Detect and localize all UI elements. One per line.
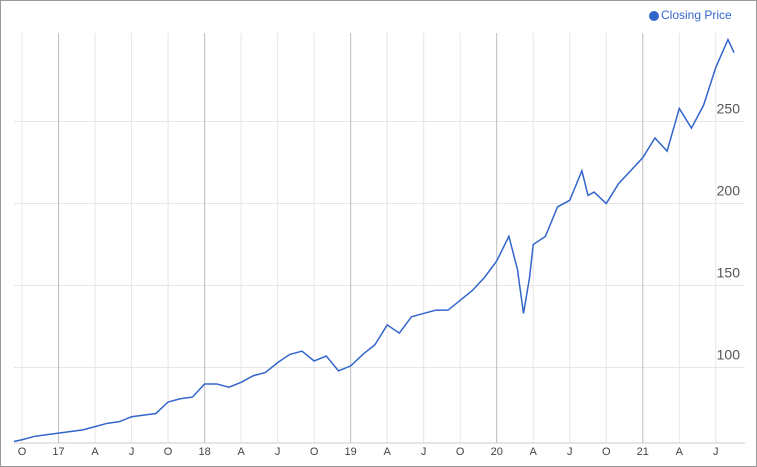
x-tick-label: O	[602, 446, 611, 458]
x-tick-label: J	[421, 446, 427, 458]
legend-label: Closing Price	[661, 8, 732, 22]
x-tick-label: A	[237, 446, 245, 458]
x-tick-label: 17	[52, 446, 64, 458]
legend-marker	[649, 11, 659, 21]
x-tick-label: O	[18, 446, 27, 458]
x-tick-label: A	[91, 446, 99, 458]
y-tick-label: 100	[717, 346, 741, 362]
x-tick-label: J	[713, 446, 719, 458]
y-tick-label: 250	[717, 100, 741, 116]
x-tick-label: O	[456, 446, 465, 458]
x-tick-label: O	[310, 446, 319, 458]
x-tick-label: O	[164, 446, 173, 458]
x-tick-label: A	[530, 446, 538, 458]
x-tick-label: 18	[198, 446, 210, 458]
x-tick-label: J	[129, 446, 135, 458]
y-tick-label: 150	[717, 264, 741, 280]
price-line	[13, 37, 735, 443]
x-tick-label: J	[567, 446, 573, 458]
y-tick-label: 200	[717, 182, 741, 198]
x-tick-label: J	[275, 446, 281, 458]
x-tick-label: A	[676, 446, 684, 458]
x-tick-label: A	[383, 446, 391, 458]
x-tick-label: 19	[345, 446, 357, 458]
x-tick-label: 20	[491, 446, 503, 458]
x-tick-label: 21	[637, 446, 649, 458]
